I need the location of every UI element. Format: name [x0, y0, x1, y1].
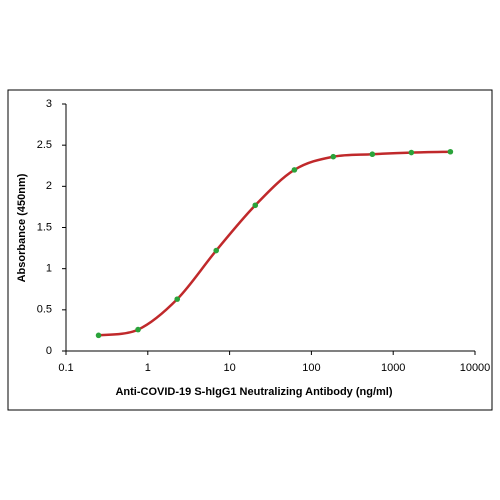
data-point [135, 326, 141, 333]
y-axis-title: Absorbance (450nm) [16, 173, 28, 282]
x-tick-label: 1 [145, 362, 151, 374]
data-point [174, 296, 181, 302]
data-point [213, 247, 220, 254]
y-tick-label: 2 [46, 180, 52, 192]
fit-curve [98, 150, 451, 337]
y-tick-label: 1.5 [37, 221, 52, 233]
data-point [369, 151, 376, 158]
x-tick-label: 0.1 [58, 362, 73, 374]
x-tick-label: 10000 [460, 362, 491, 374]
x-axis-title: Anti-COVID-19 S-hIgG1 Neutralizing Antib… [115, 386, 392, 398]
x-tick-label: 10 [223, 362, 235, 374]
y-tick-label: 3 [46, 98, 52, 110]
data-point [95, 332, 102, 339]
y-tick-label: 2.5 [37, 139, 52, 151]
x-tick-label: 100 [302, 362, 320, 374]
data-point [252, 202, 259, 209]
y-tick-label: 1 [46, 263, 52, 275]
y-tick-label: 0 [46, 345, 52, 357]
data-point [447, 148, 454, 155]
data-point [408, 149, 415, 156]
data-point [291, 167, 298, 173]
frame [7, 89, 493, 411]
x-tick-label: 1000 [381, 362, 405, 374]
data-point [330, 153, 337, 160]
y-tick-label: 0.5 [37, 304, 52, 316]
